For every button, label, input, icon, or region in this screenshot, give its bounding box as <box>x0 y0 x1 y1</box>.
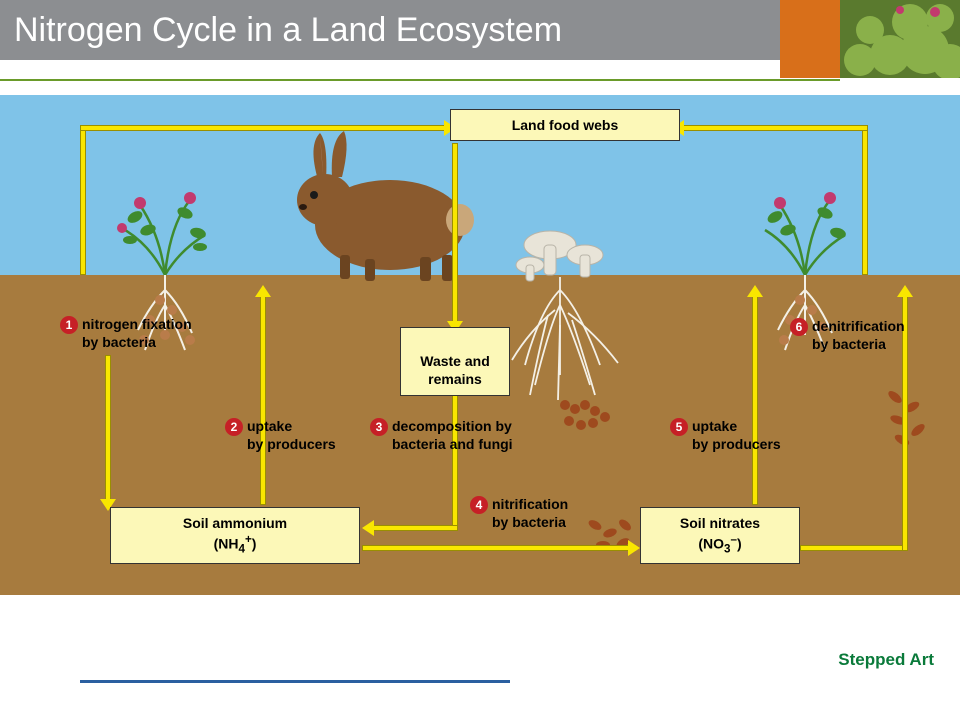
header-bar: Nitrogen Cycle in a Land Ecosystem <box>0 0 780 60</box>
box-ammonium: Soil ammonium (NH4+) <box>110 507 360 564</box>
plant-left <box>100 155 230 410</box>
arrow-uptake-right <box>752 295 758 505</box>
header-plant-image <box>840 0 960 78</box>
nitrates-l3: ) <box>737 536 742 552</box>
step-6-num: 6 <box>790 318 808 336</box>
arrow-plantR-web-v <box>862 125 868 275</box>
stepped-art-label: Stepped Art <box>838 650 934 670</box>
bacteria-cluster-center <box>555 395 635 450</box>
step-2-text: uptake by producers <box>247 417 336 453</box>
step-3: 3decomposition by bacteria and fungi <box>370 417 513 453</box>
nitrogen-cycle-diagram: Land food webs Waste and remains Soil am… <box>0 95 960 595</box>
header-orange-block <box>780 0 840 78</box>
arrow-web-to-waste <box>452 143 458 325</box>
step-3-text: decomposition by bacteria and fungi <box>392 417 513 453</box>
step-4: 4nitrification by bacteria <box>470 495 568 531</box>
ammonium-l1: Soil ammonium <box>183 515 287 531</box>
plant-right <box>740 155 870 410</box>
box-waste: Waste and remains <box>400 327 510 396</box>
arrow-fixation <box>105 355 111 503</box>
step-5-num: 5 <box>670 418 688 436</box>
step-5: 5uptake by producers <box>670 417 781 453</box>
box-nitrates: Soil nitrates (NO3–) <box>640 507 800 564</box>
step-2-num: 2 <box>225 418 243 436</box>
step-2: 2uptake by producers <box>225 417 336 453</box>
header: Nitrogen Cycle in a Land Ecosystem <box>0 0 960 78</box>
nitrates-l1: Soil nitrates <box>680 515 760 531</box>
ammonium-l2: (NH <box>214 536 239 552</box>
ammonium-l3: ) <box>252 536 257 552</box>
step-1: 1nitrogen fixation by bacteria <box>60 315 192 351</box>
arrow-decomp-h <box>372 525 458 531</box>
step-3-num: 3 <box>370 418 388 436</box>
box-food-webs: Land food webs <box>450 109 680 141</box>
step-1-text: nitrogen fixation by bacteria <box>82 315 192 351</box>
arrow-nitrif-head <box>628 540 640 556</box>
rabbit-icon <box>270 125 500 290</box>
page-title: Nitrogen Cycle in a Land Ecosystem <box>14 11 562 50</box>
arrow-nitrif <box>362 545 632 551</box>
arrow-uptake-right-head <box>747 285 763 297</box>
arrow-uptake-left-head <box>255 285 271 297</box>
step-5-text: uptake by producers <box>692 417 781 453</box>
arrow-plant-to-web-v <box>80 125 86 275</box>
step-1-num: 1 <box>60 316 78 334</box>
header-underbar <box>0 60 780 78</box>
arrow-denitrif-head <box>897 285 913 297</box>
step-6-text: denitrification by bacteria <box>812 317 905 353</box>
header-rule <box>0 79 840 81</box>
footer-rule <box>80 680 510 683</box>
step-4-num: 4 <box>470 496 488 514</box>
arrow-plantR-web-h <box>682 125 868 131</box>
arrow-decomp-head <box>362 520 374 536</box>
arrow-plant-to-web-h <box>80 125 448 131</box>
box-food-webs-text: Land food webs <box>512 117 619 133</box>
box-waste-text: Waste and remains <box>420 353 490 387</box>
arrow-uptake-left <box>260 295 266 505</box>
arrow-denitrif-h <box>800 545 908 551</box>
step-6: 6denitrification by bacteria <box>790 317 905 353</box>
bacteria-cluster-denitrif <box>880 385 940 470</box>
step-4-text: nitrification by bacteria <box>492 495 568 531</box>
ammonium-sup: + <box>245 533 252 546</box>
nitrates-l2: (NO <box>698 536 724 552</box>
